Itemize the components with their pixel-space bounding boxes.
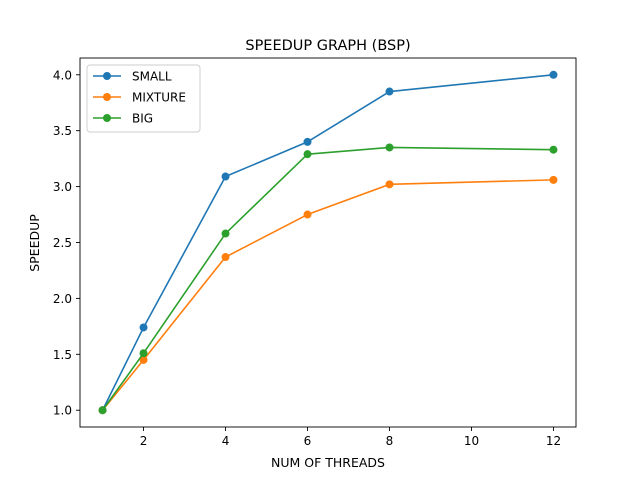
data-point-small	[139, 323, 148, 332]
data-point-mixture	[385, 180, 394, 189]
x-tick-label: 8	[386, 434, 394, 448]
y-tick-label: 1.5	[53, 348, 72, 362]
data-point-big	[549, 145, 558, 154]
legend-items: SMALL MIXTURE BIG	[93, 70, 186, 126]
y-tick-label: 1.0	[53, 404, 72, 418]
series-layer	[98, 70, 558, 415]
series-big	[98, 143, 558, 415]
legend-swatch-marker	[103, 93, 111, 101]
legend: SMALL MIXTURE BIG	[86, 64, 201, 133]
data-point-small	[221, 172, 230, 181]
data-point-small	[303, 137, 312, 146]
x-tick-label: 6	[304, 434, 312, 448]
data-point-mixture	[549, 175, 558, 184]
x-tick-label: 2	[140, 434, 148, 448]
data-point-big	[221, 229, 230, 238]
y-tick-label: 4.0	[53, 68, 72, 82]
y-tick-label: 2.5	[53, 236, 72, 250]
legend-swatch-marker	[103, 114, 111, 122]
x-tick-label: 4	[222, 434, 230, 448]
data-point-big	[139, 349, 148, 358]
data-point-small	[385, 87, 394, 96]
x-tick-label: 10	[464, 434, 479, 448]
legend-item-big: BIG	[93, 112, 153, 126]
chart-title: SPEEDUP GRAPH (BSP)	[245, 38, 410, 54]
y-tick-label: 3.5	[53, 124, 72, 138]
ticks-layer: 2 4 6 8 10 12 1.0 1.5 2.0 2.5 3.0 3.5 4.0	[53, 68, 561, 448]
data-point-big	[385, 143, 394, 152]
legend-label-mixture: MIXTURE	[132, 91, 186, 105]
y-tick-label: 3.0	[53, 180, 72, 194]
series-mixture	[98, 175, 558, 415]
data-point-big	[303, 150, 312, 159]
data-point-big	[98, 406, 107, 415]
plot-frame	[79, 57, 577, 428]
legend-frame	[86, 64, 201, 133]
data-point-mixture	[139, 355, 148, 364]
series-line-mixture	[101, 179, 554, 411]
y-axis-label: SPEEDUP	[27, 214, 42, 272]
series-line-big	[101, 146, 554, 411]
y-tick-label: 2.0	[53, 292, 72, 306]
series-line-small	[101, 73, 554, 411]
legend-item-small: SMALL	[93, 70, 172, 84]
legend-label-small: SMALL	[132, 70, 172, 84]
legend-swatch-marker	[103, 72, 111, 80]
x-axis-label: NUM OF THREADS	[271, 455, 385, 470]
legend-label-big: BIG	[132, 112, 153, 126]
legend-item-mixture: MIXTURE	[93, 91, 186, 105]
data-point-mixture	[303, 210, 312, 219]
data-point-small	[549, 70, 558, 79]
data-point-mixture	[221, 253, 230, 262]
x-tick-label: 12	[546, 434, 561, 448]
